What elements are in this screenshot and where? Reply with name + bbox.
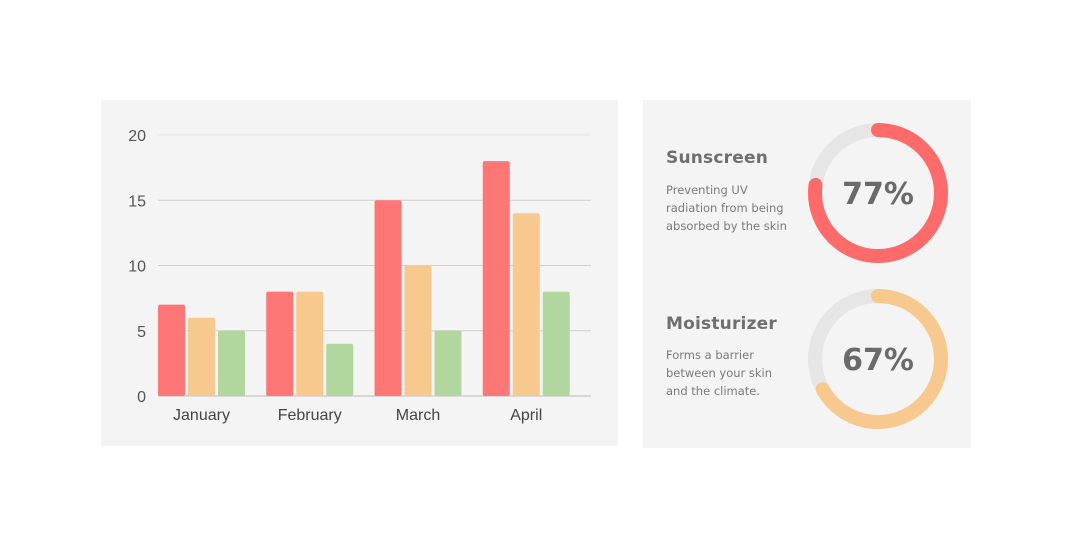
bar-chart-panel: 0 5 10 15 20 January February March April xyxy=(101,100,618,446)
sunscreen-percent: 77% xyxy=(842,177,914,212)
y-tick-label: 0 xyxy=(137,389,146,406)
moisturizer-title: Moisturizer xyxy=(666,314,777,334)
y-tick-label: 10 xyxy=(128,259,146,276)
sunscreen-title: Sunscreen xyxy=(666,148,768,168)
sunscreen-donut-arc xyxy=(808,123,948,263)
bar xyxy=(374,200,402,396)
bar xyxy=(482,161,510,396)
bar xyxy=(512,213,540,396)
moisturizer-donut: 67% xyxy=(808,289,948,429)
x-tick-label: March xyxy=(396,407,440,424)
bar xyxy=(542,291,570,396)
bar xyxy=(296,291,324,396)
y-tick-label: 5 xyxy=(137,324,146,341)
x-tick-label: January xyxy=(173,407,230,424)
bar xyxy=(188,317,215,396)
sunscreen-description: Preventing UV radiation from being absor… xyxy=(666,183,787,233)
bar xyxy=(404,265,432,396)
bar xyxy=(266,291,294,396)
x-tick-label: April xyxy=(510,407,542,424)
sunscreen-donut: 77% xyxy=(808,123,948,263)
moisturizer-description: Forms a barrier between your skin and th… xyxy=(666,348,773,398)
x-tick-label: February xyxy=(278,407,342,424)
bar xyxy=(158,304,185,396)
moisturizer-donut-arc xyxy=(808,289,948,429)
moisturizer-percent: 67% xyxy=(842,343,914,378)
bar xyxy=(218,330,245,396)
stats-panel: Sunscreen Preventing UV radiation from b… xyxy=(643,100,971,448)
y-tick-label: 20 xyxy=(128,128,146,145)
bar xyxy=(434,330,462,396)
y-tick-label: 15 xyxy=(128,193,146,210)
bar xyxy=(326,343,354,396)
bar-chart: 0 5 10 15 20 January February March April xyxy=(128,128,591,424)
